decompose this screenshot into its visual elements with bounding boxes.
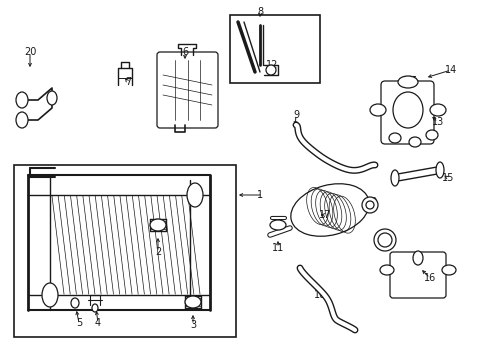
Text: 14: 14: [444, 65, 456, 75]
Ellipse shape: [16, 112, 28, 128]
Text: 10: 10: [313, 290, 325, 300]
Ellipse shape: [390, 170, 398, 186]
Ellipse shape: [361, 197, 377, 213]
Ellipse shape: [269, 220, 285, 230]
Ellipse shape: [47, 91, 57, 105]
Ellipse shape: [388, 133, 400, 143]
Text: 8: 8: [256, 7, 263, 17]
Text: 5: 5: [76, 318, 82, 328]
Bar: [14, 165, 236, 337]
Ellipse shape: [373, 229, 395, 251]
Text: 12: 12: [265, 60, 278, 70]
Ellipse shape: [290, 184, 368, 236]
Text: 1: 1: [257, 190, 263, 200]
Ellipse shape: [92, 304, 98, 312]
Text: 4: 4: [95, 318, 101, 328]
FancyBboxPatch shape: [389, 252, 445, 298]
Ellipse shape: [379, 265, 393, 275]
Text: 3: 3: [189, 320, 196, 330]
Ellipse shape: [369, 104, 385, 116]
Text: 6: 6: [182, 47, 188, 57]
Ellipse shape: [184, 296, 201, 308]
Text: 13: 13: [431, 117, 443, 127]
Ellipse shape: [265, 65, 275, 75]
Bar: [229, 15, 319, 83]
Ellipse shape: [71, 298, 79, 308]
Text: 15: 15: [441, 173, 453, 183]
Text: 11: 11: [271, 243, 284, 253]
Ellipse shape: [435, 162, 443, 178]
Text: 18: 18: [381, 233, 393, 243]
FancyBboxPatch shape: [157, 52, 218, 128]
Ellipse shape: [42, 283, 58, 307]
Ellipse shape: [412, 251, 422, 265]
Text: 16: 16: [423, 273, 435, 283]
Ellipse shape: [425, 130, 437, 140]
Ellipse shape: [408, 137, 420, 147]
Ellipse shape: [397, 76, 417, 88]
Ellipse shape: [441, 265, 455, 275]
Ellipse shape: [16, 92, 28, 108]
Text: 17: 17: [318, 210, 330, 220]
Text: 2: 2: [155, 247, 161, 257]
Text: 9: 9: [292, 110, 299, 120]
Ellipse shape: [150, 219, 165, 231]
Text: 20: 20: [24, 47, 36, 57]
Text: 7: 7: [124, 77, 131, 87]
Ellipse shape: [429, 104, 445, 116]
FancyBboxPatch shape: [380, 81, 433, 144]
Text: 19: 19: [365, 197, 377, 207]
Ellipse shape: [186, 183, 203, 207]
